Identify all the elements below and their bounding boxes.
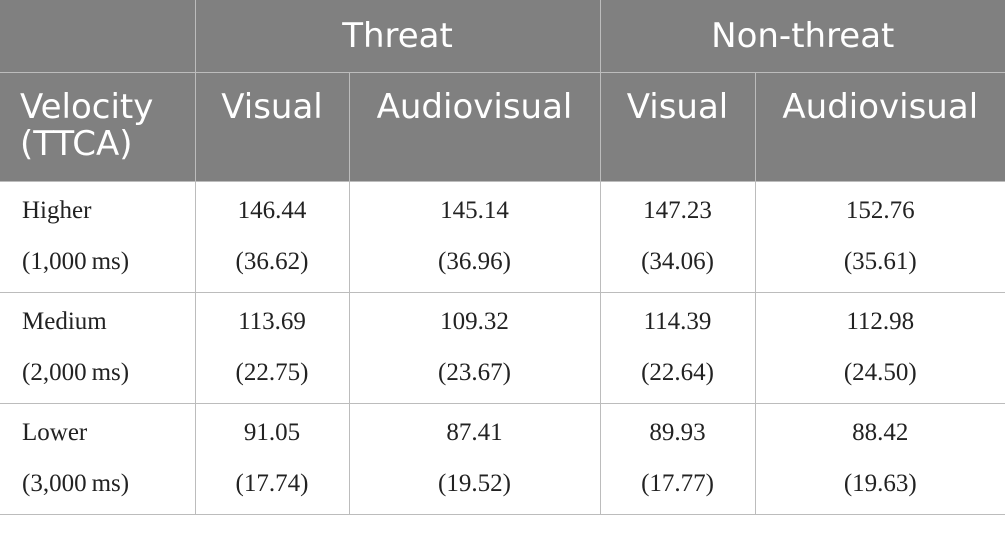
- cell-sd: (19.52): [438, 470, 511, 497]
- table-cell: 91.05 (17.74): [194, 403, 350, 515]
- group-header-non-threat: Non-threat: [599, 0, 1005, 73]
- table-cell: 146.44 (36.62): [194, 181, 350, 293]
- cell-mean: 91.05: [243, 419, 301, 446]
- row-sublabel: (1,000 ms): [22, 248, 130, 275]
- cell-sd: (34.06): [641, 248, 714, 275]
- cell-sd: (19.63): [843, 470, 917, 497]
- table-cell: 145.14 (36.96): [348, 181, 601, 293]
- cell-sd: (17.77): [641, 470, 714, 497]
- cell-sd: (35.61): [843, 248, 917, 275]
- cell-mean: 146.44: [237, 197, 307, 224]
- table-row: Higher (1,000 ms) 146.44 (36.62) 145.14 …: [0, 181, 1005, 293]
- cell-mean: 89.93: [649, 419, 706, 446]
- table-cell: 147.23 (34.06): [599, 181, 756, 293]
- table-row: Medium (2,000 ms) 113.69 (22.75) 109.32 …: [0, 292, 1005, 404]
- table-cell: 109.32 (23.67): [348, 292, 601, 404]
- cell-mean: 152.76: [845, 197, 915, 224]
- cell-mean: 112.98: [846, 308, 915, 335]
- table-cell: 113.69 (22.75): [194, 292, 350, 404]
- table-cell: 112.98 (24.50): [754, 292, 1005, 404]
- data-table: Threat Non-threat Velocity (TTCA) Visual…: [0, 0, 1005, 515]
- col-header-threat-audiovisual: Audiovisual: [348, 72, 601, 182]
- table-cell: 89.93 (17.77): [599, 403, 756, 515]
- row-label-cell: Lower (3,000 ms): [0, 403, 196, 515]
- group-header-empty: [0, 0, 196, 73]
- table-row: Lower (3,000 ms) 91.05 (17.74) 87.41 (19…: [0, 403, 1005, 515]
- cell-sd: (36.62): [235, 248, 309, 275]
- col-header-threat-visual: Visual: [194, 72, 350, 182]
- sub-header-row: Velocity (TTCA) Visual Audiovisual Visua…: [0, 72, 1005, 182]
- cell-sd: (36.96): [438, 248, 511, 275]
- cell-mean: 114.39: [643, 308, 712, 335]
- table-cell: 114.39 (22.64): [599, 292, 756, 404]
- group-header-threat: Threat: [194, 0, 601, 73]
- cell-mean: 113.69: [238, 308, 306, 335]
- cell-sd: (22.75): [235, 359, 309, 386]
- row-sublabel: (2,000 ms): [22, 359, 130, 386]
- cell-mean: 87.41: [446, 419, 503, 446]
- row-label: Higher: [22, 197, 92, 224]
- row-label: Lower: [22, 419, 88, 446]
- row-label: Medium: [22, 308, 107, 335]
- data-table-container: Threat Non-threat Velocity (TTCA) Visual…: [0, 0, 1005, 515]
- cell-mean: 147.23: [643, 197, 712, 224]
- cell-sd: (22.64): [641, 359, 714, 386]
- cell-mean: 88.42: [852, 419, 909, 446]
- cell-mean: 109.32: [440, 308, 509, 335]
- cell-mean: 145.14: [440, 197, 509, 224]
- row-header-velocity: Velocity (TTCA): [0, 72, 196, 182]
- row-label-cell: Higher (1,000 ms): [0, 181, 196, 293]
- table-cell: 87.41 (19.52): [348, 403, 601, 515]
- row-sublabel: (3,000 ms): [22, 470, 130, 497]
- group-header-row: Threat Non-threat: [0, 0, 1005, 73]
- cell-sd: (17.74): [235, 470, 309, 497]
- col-header-nonthreat-audiovisual: Audiovisual: [754, 72, 1005, 182]
- cell-sd: (24.50): [843, 359, 917, 386]
- col-header-nonthreat-visual: Visual: [599, 72, 756, 182]
- table-cell: 88.42 (19.63): [754, 403, 1005, 515]
- table-body: Higher (1,000 ms) 146.44 (36.62) 145.14 …: [0, 181, 1005, 515]
- row-label-cell: Medium (2,000 ms): [0, 292, 196, 404]
- table-header: Threat Non-threat Velocity (TTCA) Visual…: [0, 0, 1005, 182]
- table-cell: 152.76 (35.61): [754, 181, 1005, 293]
- cell-sd: (23.67): [438, 359, 511, 386]
